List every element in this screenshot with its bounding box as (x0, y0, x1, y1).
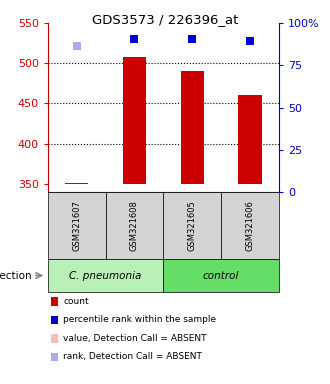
Text: rank, Detection Call = ABSENT: rank, Detection Call = ABSENT (63, 352, 202, 361)
Text: GSM321607: GSM321607 (72, 200, 81, 251)
Text: GSM321608: GSM321608 (130, 200, 139, 251)
Text: GSM321606: GSM321606 (246, 200, 254, 251)
Bar (181, 71, 204, 184)
Text: GSM321605: GSM321605 (188, 200, 197, 251)
Text: percentile rank within the sample: percentile rank within the sample (63, 315, 216, 324)
Text: count: count (63, 297, 89, 306)
Text: infection: infection (0, 270, 31, 281)
Text: value, Detection Call = ABSENT: value, Detection Call = ABSENT (63, 334, 207, 343)
Text: control: control (203, 270, 239, 281)
Bar (123, 57, 146, 184)
Text: GDS3573 / 226396_at: GDS3573 / 226396_at (92, 13, 238, 26)
Bar (238, 96, 261, 184)
Text: C. pneumonia: C. pneumonia (69, 270, 142, 281)
Bar (65, 183, 88, 184)
